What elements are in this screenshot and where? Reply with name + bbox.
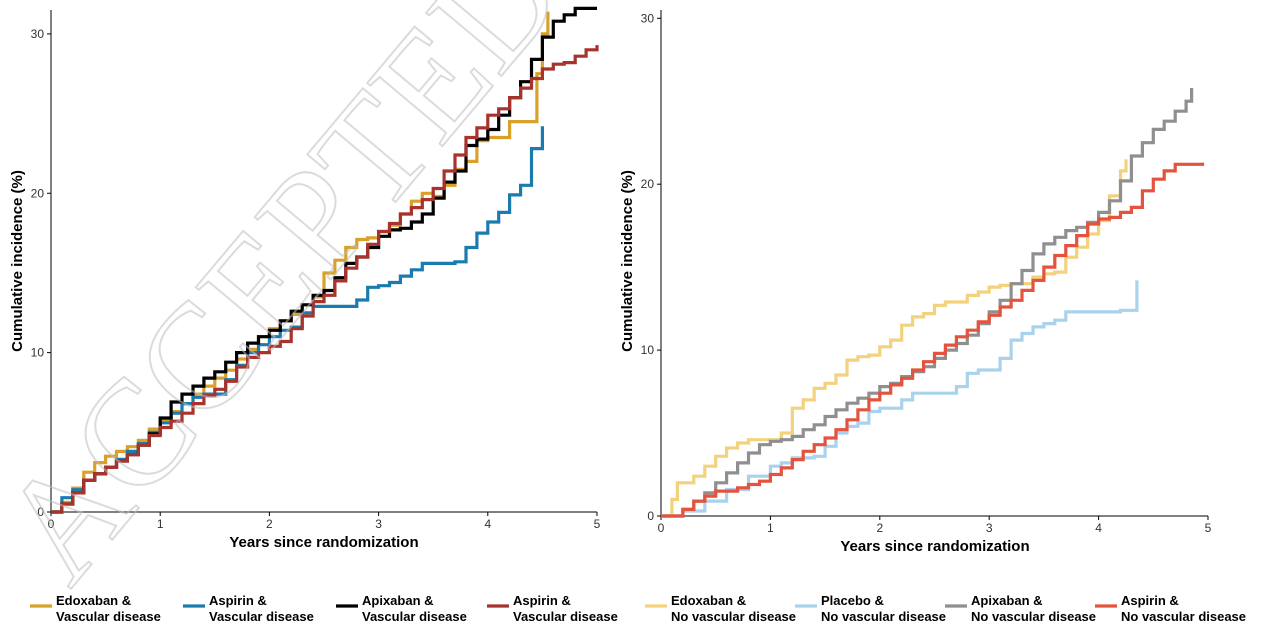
y-tick-label: 10 — [31, 346, 45, 360]
legend-label-line1: Aspirin & — [209, 593, 267, 608]
x-tick-label: 1 — [157, 517, 164, 531]
legend-label-line2: No vascular disease — [971, 609, 1096, 624]
y-axis-title: Cumulative incidence (%) — [619, 170, 636, 352]
legend-label-line2: No vascular disease — [1121, 609, 1246, 624]
legend-label-line1: Edoxaban & — [671, 593, 746, 608]
series-line-6 — [661, 280, 1139, 518]
left-panel: 0 1 2 3 4 5 0 10 20 30 Years since randomization Cu… — [9, 6, 601, 551]
x-tick-label: 2 — [266, 517, 273, 531]
legend-label-line1: Aspirin & — [513, 593, 571, 608]
x-axis-title: Years since randomization — [840, 538, 1029, 555]
watermark-text: ACCEPTED — [0, 0, 593, 611]
y-axis-title: Cumulative incidence (%) — [9, 170, 26, 352]
legend-label-line1: Apixaban & — [971, 593, 1043, 608]
x-tick-label: 3 — [986, 521, 993, 535]
x-tick-label: 3 — [375, 517, 382, 531]
legend-label-line1: Aspirin & — [1121, 593, 1179, 608]
series-line-7 — [661, 88, 1194, 518]
right-panel: 0 1 2 3 4 5 0 10 20 30 Years since randomization Cu… — [619, 10, 1212, 555]
x-tick-label: 5 — [1205, 521, 1212, 535]
x-tick-label: 1 — [767, 521, 774, 535]
x-tick-label: 4 — [1095, 521, 1102, 535]
series-line-4 — [51, 45, 599, 514]
legend-label-line2: Vascular disease — [362, 609, 467, 624]
y-tick-label: 30 — [641, 11, 655, 25]
x-tick-label: 2 — [876, 521, 883, 535]
legend-label-line2: Vascular disease — [56, 609, 161, 624]
series-line-8 — [661, 162, 1205, 518]
x-tick-label: 0 — [48, 517, 55, 531]
y-tick-label: 30 — [31, 27, 45, 41]
y-tick-label: 20 — [641, 177, 655, 191]
legend-label-line2: Vascular disease — [513, 609, 618, 624]
legend-label-line1: Placebo & — [821, 593, 884, 608]
x-tick-label: 4 — [484, 517, 491, 531]
legend-label-line1: Edoxaban & — [56, 593, 131, 608]
legend-label-line2: Vascular disease — [209, 609, 314, 624]
x-axis-title: Years since randomization — [229, 534, 418, 551]
x-tick-label: 0 — [658, 521, 665, 535]
legend-label-line1: Apixaban & — [362, 593, 434, 608]
series-line-5 — [661, 159, 1128, 518]
y-tick-label: 0 — [647, 509, 654, 523]
y-tick-label: 0 — [37, 505, 44, 519]
x-tick-label: 5 — [594, 517, 601, 531]
y-tick-label: 10 — [641, 343, 655, 357]
legend-label-line2: No vascular disease — [671, 609, 796, 624]
legend-label-line2: No vascular disease — [821, 609, 946, 624]
y-tick-label: 20 — [31, 186, 45, 200]
